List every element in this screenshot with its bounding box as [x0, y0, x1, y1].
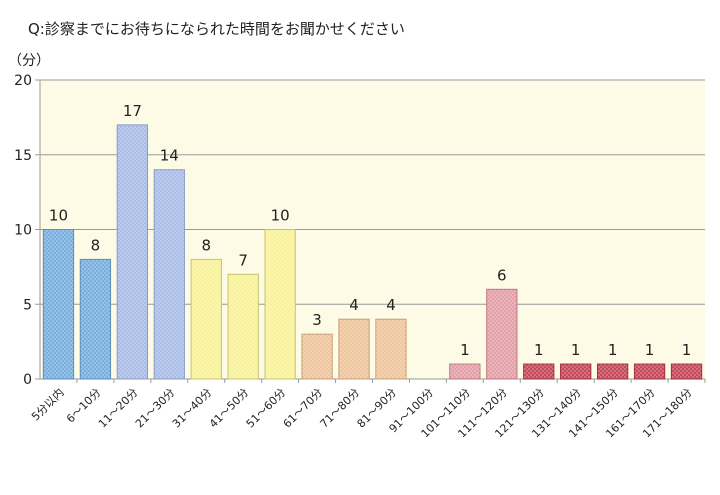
bar [153, 169, 185, 380]
bar-value-label: 4 [349, 296, 359, 314]
x-tick-label: 61～70分 [281, 386, 326, 431]
bar-value-label: 10 [271, 207, 290, 225]
bar [375, 318, 407, 380]
bar-value-label: 1 [682, 341, 692, 359]
y-tick-label: 5 [23, 297, 32, 313]
x-tick-label: 21～30分 [133, 386, 178, 431]
bar [449, 363, 481, 380]
x-tick-label: 31～40分 [170, 386, 215, 431]
bar-value-label: 1 [645, 341, 655, 359]
bar [523, 363, 555, 380]
bar-value-label: 10 [49, 207, 68, 225]
bar-value-label: 8 [91, 236, 101, 254]
bar [79, 258, 112, 380]
bar [596, 363, 629, 380]
bar [190, 258, 222, 380]
bar-value-label: 14 [160, 147, 179, 165]
y-tick-label: 10 [14, 223, 32, 239]
y-unit-label: （分） [8, 53, 50, 69]
bar [633, 363, 666, 380]
y-tick-label: 0 [23, 372, 32, 388]
y-tick-label: 15 [14, 148, 32, 164]
bar [116, 124, 149, 380]
bar-value-label: 1 [534, 341, 544, 359]
bar-value-label: 7 [238, 251, 248, 269]
bar-value-label: 4 [386, 296, 396, 314]
x-tick-label: 5分以内 [28, 385, 66, 423]
bar-value-label: 1 [608, 341, 618, 359]
bar [227, 273, 259, 380]
chart-title: Q:診察までにお待ちになられた時間をお聞かせください [28, 20, 405, 38]
bar-value-label: 8 [201, 236, 211, 254]
bar [42, 229, 75, 380]
x-tick-label: 41～50分 [207, 386, 252, 431]
bar [338, 318, 370, 380]
bar [670, 363, 703, 380]
bar-value-label: 6 [497, 266, 507, 284]
bar [301, 333, 333, 380]
y-tick-label: 20 [14, 73, 32, 89]
bar [264, 229, 296, 380]
bar-value-label: 1 [571, 341, 581, 359]
bar-value-label: 1 [460, 341, 470, 359]
bar [486, 288, 518, 380]
bar [560, 363, 592, 380]
x-tick-label: 51～60分 [244, 386, 289, 431]
x-tick-label: 11～20分 [96, 386, 141, 431]
bar-value-label: 3 [312, 311, 322, 329]
bar-value-label: 17 [123, 102, 142, 120]
x-tick-label: 71～80分 [318, 386, 363, 431]
